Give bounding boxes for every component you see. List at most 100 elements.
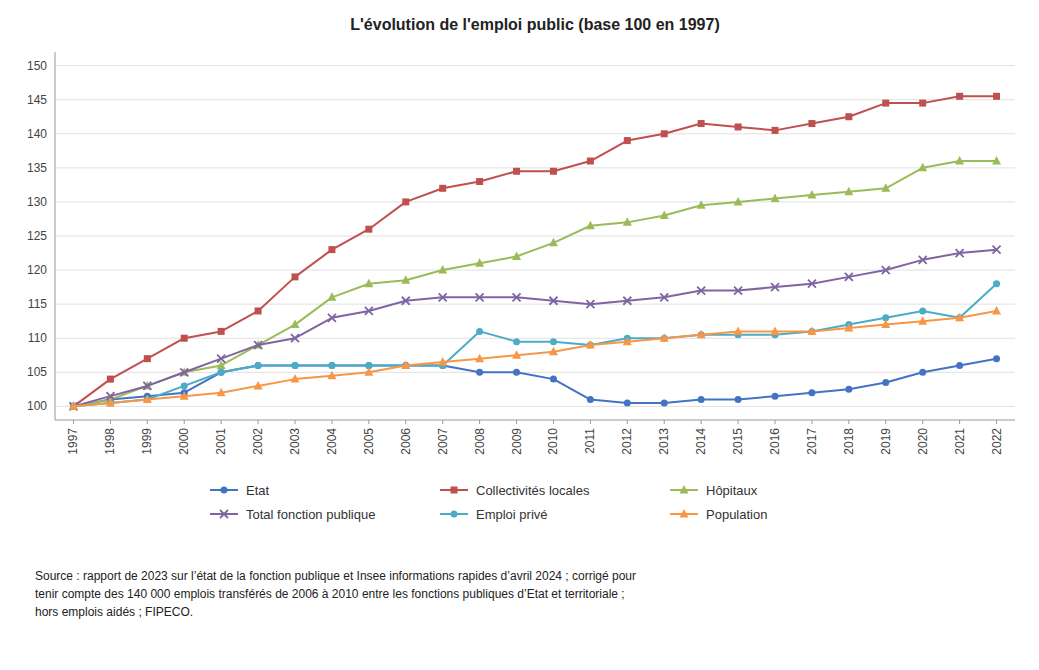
x-tick-label: 2000 — [177, 428, 191, 455]
data-point — [476, 328, 483, 335]
data-point — [698, 120, 705, 127]
data-point — [255, 307, 262, 314]
legend-label: Emploi privé — [476, 507, 548, 522]
legend-item: Population — [670, 507, 767, 522]
data-point — [328, 314, 336, 322]
data-point — [845, 273, 853, 281]
x-tick-label: 2014 — [694, 428, 708, 455]
data-point — [549, 297, 557, 305]
data-point — [255, 362, 262, 369]
data-point — [402, 198, 409, 205]
data-point — [402, 297, 410, 305]
legend-label: Population — [706, 507, 767, 522]
tick-mark — [184, 420, 185, 424]
data-point — [327, 371, 336, 380]
data-point — [513, 369, 520, 376]
grid-line — [55, 270, 1015, 271]
data-point — [476, 369, 483, 376]
data-point — [734, 326, 743, 335]
x-tick-label: 2008 — [473, 428, 487, 455]
x-tick-label: 2002 — [251, 428, 265, 455]
data-point — [623, 297, 631, 305]
y-tick-label: 120 — [27, 263, 47, 277]
data-point — [808, 120, 815, 127]
data-point — [734, 197, 743, 206]
data-point — [144, 355, 151, 362]
data-point — [881, 320, 890, 329]
legend-item: Emploi privé — [440, 507, 548, 522]
y-tick-label: 115 — [28, 297, 47, 311]
data-point — [180, 368, 188, 376]
data-point — [364, 279, 373, 288]
tick-mark — [885, 420, 886, 424]
data-point — [291, 374, 300, 383]
data-point — [586, 300, 594, 308]
tick-mark — [295, 420, 296, 424]
data-point — [587, 158, 594, 165]
data-point — [844, 323, 853, 332]
grid-line — [55, 372, 1015, 373]
data-point — [327, 292, 336, 301]
data-point — [476, 178, 483, 185]
data-point — [255, 362, 262, 369]
tick-mark — [738, 420, 739, 424]
series-line — [73, 284, 996, 407]
data-point — [919, 256, 927, 264]
grid-line — [55, 201, 1015, 202]
x-tick-label: 2003 — [288, 428, 302, 455]
data-point — [550, 376, 557, 383]
title: L'évolution de l'emploi public (base 100… — [350, 16, 719, 33]
data-point — [697, 200, 706, 209]
legend-label: Total fonction publique — [246, 507, 375, 522]
data-point — [291, 334, 299, 342]
y-axis: 100105110115120125130135140145150 — [27, 52, 1015, 420]
chart: L'évolution de l'emploi public (base 100… — [0, 0, 1039, 670]
data-point — [735, 123, 742, 130]
data-point — [844, 187, 853, 196]
data-point — [587, 396, 594, 403]
data-point — [807, 326, 816, 335]
tick-mark — [479, 420, 480, 424]
data-point — [993, 355, 1000, 362]
data-point — [438, 265, 447, 274]
tick-mark — [147, 420, 148, 424]
data-point — [734, 287, 742, 295]
data-point — [292, 362, 299, 369]
x-tick-label: 2015 — [731, 428, 745, 455]
tick-mark — [701, 420, 702, 424]
data-point — [955, 156, 964, 165]
data-point — [992, 306, 1001, 315]
x-tick-label: 2011 — [583, 428, 597, 454]
data-point — [106, 398, 115, 407]
data-point — [218, 369, 225, 376]
data-point — [882, 379, 889, 386]
tick-mark — [848, 420, 849, 424]
y-tick-label: 140 — [27, 127, 47, 141]
grid-line — [55, 133, 1015, 134]
data-point — [143, 395, 152, 404]
tick-mark — [590, 420, 591, 424]
tick-mark — [959, 420, 960, 424]
legend-label: Hôpitaux — [706, 483, 758, 498]
data-point — [328, 362, 335, 369]
x-tick-label: 2021 — [953, 428, 967, 455]
data-point — [218, 328, 225, 335]
data-point — [513, 168, 520, 175]
tick-mark — [627, 420, 628, 424]
data-point — [956, 249, 964, 257]
data-point — [919, 369, 926, 376]
tick-mark — [664, 420, 665, 424]
legend-marker — [680, 509, 689, 518]
data-point — [401, 360, 410, 369]
data-point — [919, 100, 926, 107]
data-point — [956, 93, 963, 100]
series-line — [73, 96, 996, 406]
grid-line — [55, 338, 1015, 339]
series-line — [73, 311, 996, 406]
x-tick-label: 2019 — [879, 428, 893, 455]
x-tick-label: 2001 — [214, 428, 228, 455]
tick-mark — [110, 420, 111, 424]
tick-mark — [368, 420, 369, 424]
data-point — [697, 330, 706, 339]
legend-label: Collectivités locales — [476, 483, 590, 498]
